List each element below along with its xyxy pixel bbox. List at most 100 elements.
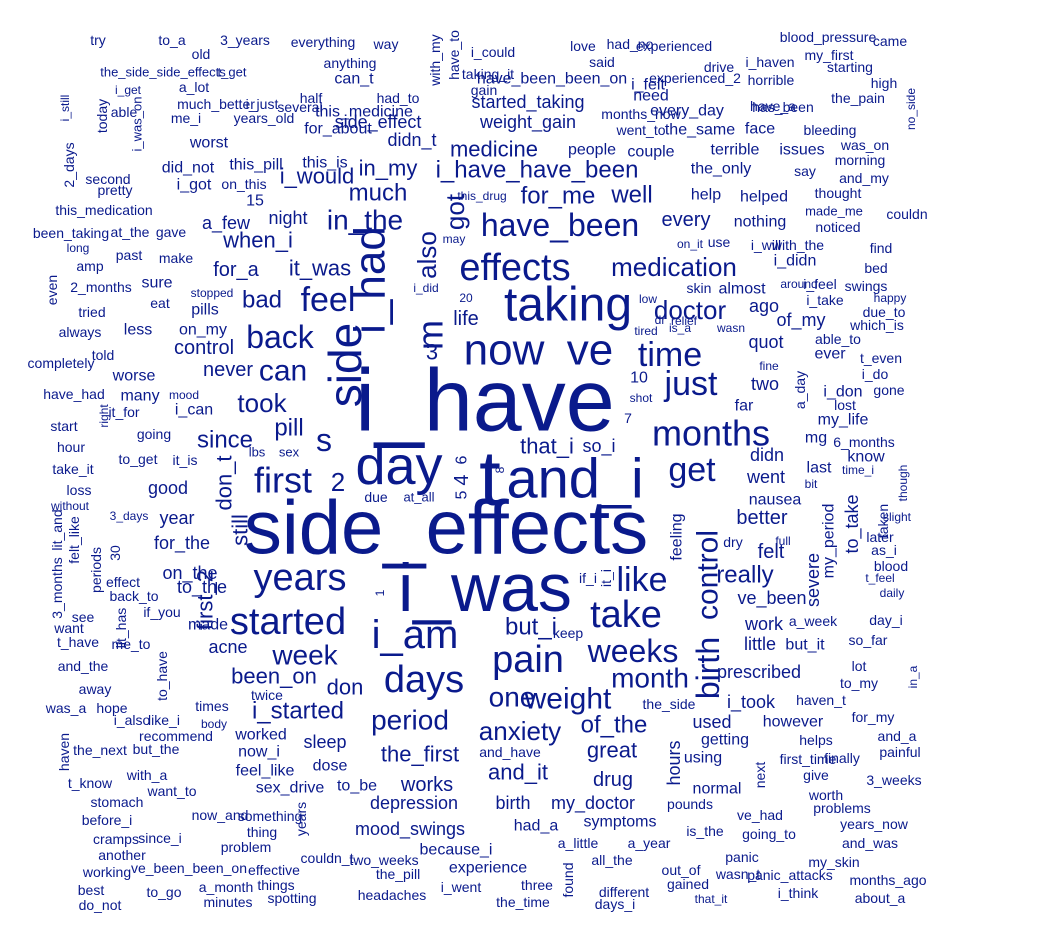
- cloud-word: for_a: [213, 259, 259, 281]
- cloud-word: away: [79, 681, 112, 697]
- cloud-word: ever: [814, 346, 846, 363]
- cloud-word: if_i: [579, 570, 597, 586]
- cloud-word: i_was: [398, 550, 572, 626]
- cloud-word: did_not: [162, 160, 215, 177]
- cloud-word: and_a: [878, 728, 917, 744]
- cloud-word: sleep: [303, 732, 346, 752]
- cloud-word: in_the: [327, 205, 403, 236]
- cloud-word: half: [300, 90, 323, 106]
- cloud-word: if_you: [143, 604, 180, 620]
- cloud-word: this_is: [302, 155, 347, 172]
- cloud-word: a_day: [792, 371, 808, 409]
- cloud-word: 4: [451, 474, 473, 485]
- cloud-word: now_and: [192, 807, 249, 823]
- cloud-word: the_side_side_effects: [100, 65, 226, 80]
- cloud-word: this_medication: [55, 202, 152, 218]
- cloud-word: back_to: [109, 588, 158, 604]
- cloud-word: 30: [107, 545, 123, 561]
- cloud-word: the_pill: [376, 866, 420, 882]
- cloud-word: took: [237, 388, 287, 418]
- cloud-word: far: [735, 398, 754, 415]
- cloud-word: started_taking: [471, 92, 584, 113]
- cloud-word: take: [590, 594, 662, 636]
- cloud-word: so_far: [849, 632, 888, 648]
- cloud-word: finally: [824, 750, 860, 766]
- cloud-word: help: [691, 187, 721, 204]
- cloud-word: lbs: [249, 445, 266, 460]
- cloud-word: the_next: [73, 742, 127, 758]
- cloud-word: find: [870, 240, 893, 256]
- cloud-word: of_the: [581, 712, 648, 739]
- cloud-word: every_day: [650, 103, 724, 120]
- cloud-word: experienced_2: [649, 70, 741, 86]
- cloud-word: for_my: [852, 709, 895, 725]
- cloud-word: taken: [875, 504, 891, 538]
- cloud-word: my_skin: [808, 854, 859, 870]
- cloud-word: using: [684, 750, 722, 767]
- cloud-word: things: [257, 877, 294, 893]
- cloud-word: due_to: [863, 304, 906, 320]
- cloud-word: 2_days: [61, 142, 77, 187]
- cloud-word: have_had: [43, 386, 105, 402]
- cloud-word: without: [50, 499, 90, 513]
- cloud-word: panic: [725, 849, 758, 865]
- cloud-word: lost: [834, 397, 856, 413]
- cloud-word: mood: [169, 388, 199, 402]
- cloud-word: 6_months: [833, 434, 894, 450]
- cloud-word: always: [59, 324, 102, 340]
- cloud-word: felt_like: [66, 516, 82, 564]
- cloud-word: terrible: [711, 142, 760, 159]
- cloud-word: recommend: [139, 728, 213, 744]
- cloud-word: to_my: [840, 675, 878, 691]
- cloud-word: helps: [799, 732, 832, 748]
- cloud-word: a_little: [558, 835, 599, 851]
- cloud-word: a_week: [789, 613, 838, 629]
- cloud-word: and_my: [839, 170, 889, 186]
- cloud-word: effect: [106, 574, 140, 590]
- cloud-word: hours: [664, 740, 684, 785]
- cloud-word: for_me: [521, 183, 596, 210]
- cloud-word: days: [384, 659, 464, 701]
- cloud-word: time: [638, 336, 702, 374]
- cloud-word: has_been: [752, 99, 814, 115]
- cloud-word: it_was: [289, 256, 351, 281]
- cloud-word: didn: [750, 445, 784, 465]
- cloud-word: low: [639, 292, 657, 306]
- cloud-word: 3_days: [110, 509, 149, 523]
- cloud-word: 3_weeks: [866, 772, 921, 788]
- cloud-word: completely: [28, 355, 95, 371]
- cloud-word: something: [238, 808, 303, 824]
- cloud-word: quot: [748, 332, 783, 352]
- cloud-word: t_feel: [865, 571, 894, 585]
- cloud-word: months: [652, 413, 770, 454]
- cloud-word: and_it: [488, 760, 548, 785]
- cloud-word: but_it: [785, 637, 825, 654]
- cloud-word: a_few: [202, 213, 251, 234]
- cloud-word: t: [479, 434, 501, 522]
- cloud-word: amp: [76, 258, 103, 274]
- cloud-word: side_effect: [335, 112, 422, 133]
- cloud-word: years_old: [234, 110, 295, 126]
- cloud-word: first: [254, 460, 312, 501]
- cloud-word: sex: [279, 445, 300, 460]
- cloud-word: the_only: [691, 161, 752, 178]
- cloud-word: 3: [426, 340, 438, 365]
- cloud-word: 10: [630, 370, 648, 387]
- cloud-word: my_period: [821, 504, 838, 579]
- cloud-word: night: [268, 208, 307, 228]
- cloud-word: went_to: [615, 122, 665, 138]
- cloud-word: hour: [57, 439, 85, 455]
- cloud-word: when_i: [222, 228, 293, 253]
- cloud-word: before_i: [82, 812, 133, 828]
- cloud-word: period: [371, 705, 449, 736]
- cloud-word: on_the: [162, 563, 217, 584]
- cloud-word: high: [871, 75, 897, 91]
- cloud-word: my_first: [805, 47, 854, 63]
- cloud-word: 5: [454, 490, 471, 499]
- cloud-word: lit_has: [113, 608, 129, 648]
- cloud-word: want_to: [146, 783, 196, 799]
- cloud-word: had_no: [607, 36, 654, 52]
- cloud-word: 7: [624, 410, 632, 426]
- cloud-word: really: [716, 562, 773, 589]
- cloud-word: way: [373, 36, 399, 52]
